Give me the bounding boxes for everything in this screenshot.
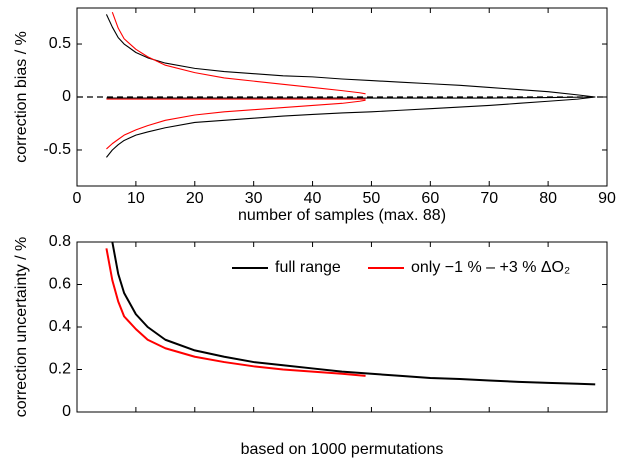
x-tick-label: 60	[421, 190, 439, 207]
x-tick-label: 70	[480, 190, 498, 207]
y-tick-label: 0.8	[49, 233, 71, 250]
y-axis-label: correction uncertainty / %	[13, 237, 30, 418]
series-line	[106, 96, 596, 99]
y-tick-label: 0.4	[49, 318, 71, 335]
x-tick-label: 80	[539, 190, 557, 207]
plot-area	[77, 12, 607, 158]
series-line	[111, 12, 366, 95]
y-tick-label: 0.6	[49, 276, 71, 293]
x-tick-label: 50	[363, 190, 381, 207]
plot-frame	[76, 241, 608, 413]
y-tick-label: 0.5	[49, 35, 71, 52]
series-line	[105, 248, 366, 377]
plot-area	[105, 242, 596, 386]
x-tick-label: 90	[598, 190, 616, 207]
y-tick-label: 0	[62, 88, 71, 105]
legend-label: only −1 % – +3 % ΔO₂	[411, 259, 570, 276]
x-tick-label: 30	[245, 190, 263, 207]
y-axis-label: correction bias / %	[13, 31, 30, 163]
legend-label: full range	[275, 259, 341, 276]
y-tick-label: 0	[62, 403, 71, 420]
x-tick-label: 0	[73, 190, 82, 207]
series-line	[106, 99, 366, 150]
series-line	[105, 14, 596, 98]
x-tick-label: 10	[127, 190, 145, 207]
x-tick-label: 40	[304, 190, 322, 207]
series-line	[106, 96, 596, 158]
x-axis-label: number of samples (max. 88)	[238, 207, 446, 224]
y-tick-label: -0.5	[43, 141, 71, 158]
x-axis-label: based on 1000 permutations	[241, 441, 444, 458]
y-tick-label: 0.2	[49, 361, 71, 378]
series-line	[111, 242, 596, 386]
x-tick-label: 20	[186, 190, 204, 207]
